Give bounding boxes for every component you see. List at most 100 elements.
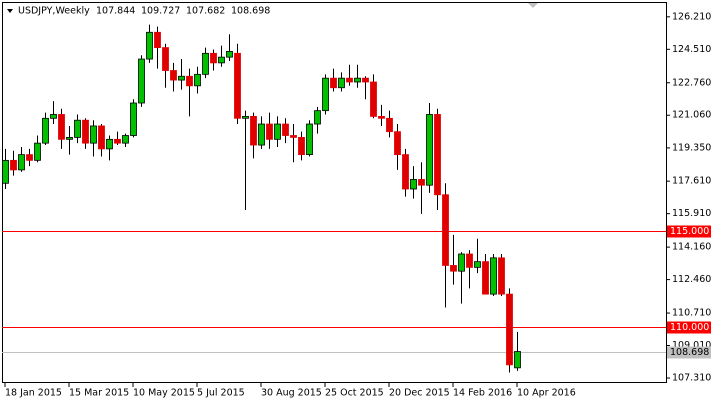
- level-label: 115.000: [670, 226, 709, 237]
- bull-body: [50, 114, 57, 119]
- bull-body: [122, 135, 129, 144]
- bear-body: [402, 154, 409, 190]
- level-label-bg: [667, 346, 711, 359]
- bear-body: [290, 135, 297, 138]
- y-tick-label: 121.060: [672, 110, 711, 121]
- plot-frame: [2, 2, 667, 383]
- bear-body: [386, 117, 393, 133]
- x-tick-label: 25 Oct 2015: [325, 388, 384, 399]
- bull-body: [138, 58, 145, 104]
- bull-body: [90, 125, 97, 144]
- y-tick-label: 109.010: [672, 340, 711, 351]
- bull-body: [106, 138, 113, 150]
- bear-body: [298, 137, 305, 156]
- bear-body: [442, 194, 449, 266]
- bear-body: [10, 159, 17, 171]
- y-tick-label: 119.350: [672, 142, 711, 153]
- y-tick-label: 107.310: [672, 373, 711, 384]
- bear-body: [98, 125, 105, 150]
- bear-body: [114, 138, 121, 144]
- bull-body: [218, 56, 225, 64]
- bear-body: [506, 293, 513, 366]
- header-value: 107.682: [186, 6, 225, 17]
- bull-body: [130, 102, 137, 136]
- bear-body: [498, 257, 505, 295]
- bear-body: [418, 179, 425, 186]
- y-tick-label: 122.760: [672, 77, 711, 88]
- bull-body: [338, 77, 345, 89]
- x-tick-label: 14 Feb 2016: [453, 388, 512, 399]
- y-tick-label: 115.910: [672, 208, 711, 219]
- bull-body: [42, 117, 49, 144]
- bear-body: [250, 115, 257, 146]
- bear-body: [346, 77, 353, 83]
- bear-body: [162, 47, 169, 71]
- bear-body: [330, 77, 337, 89]
- header-value: 109.727: [141, 6, 180, 17]
- level-label-bg: [667, 225, 711, 238]
- bear-body: [26, 154, 33, 161]
- bull-body: [322, 77, 329, 112]
- bull-body: [306, 123, 313, 156]
- bull-body: [258, 123, 265, 146]
- bear-body: [186, 75, 193, 87]
- bull-body: [18, 154, 25, 171]
- bear-body: [170, 70, 177, 81]
- bull-body: [2, 159, 9, 184]
- bull-body: [314, 110, 321, 125]
- bear-body: [394, 131, 401, 156]
- bull-body: [490, 257, 497, 295]
- y-tick-label: 112.460: [672, 274, 711, 285]
- bull-body: [194, 73, 201, 87]
- bull-body: [474, 261, 481, 268]
- x-tick-label: 30 Aug 2015: [261, 388, 322, 399]
- y-tick-label: 126.210: [672, 11, 711, 22]
- x-tick-label: 10 May 2015: [133, 388, 195, 399]
- bear-body: [378, 115, 385, 119]
- x-tick-label: 10 Apr 2016: [517, 388, 576, 399]
- y-tick-label: 124.510: [672, 44, 711, 55]
- bear-body: [266, 123, 273, 140]
- x-tick-label: 20 Dec 2015: [389, 388, 450, 399]
- bull-body: [34, 142, 41, 161]
- level-label: 108.698: [670, 347, 709, 358]
- bear-body: [450, 265, 457, 272]
- header-value: 108.698: [231, 6, 270, 17]
- y-tick-label: 117.610: [672, 176, 711, 187]
- bear-body: [58, 114, 65, 140]
- bull-body: [178, 75, 185, 81]
- bull-body: [426, 114, 433, 186]
- chart-title: USDJPY,Weekly: [18, 6, 90, 17]
- bull-body: [242, 115, 249, 119]
- bull-body: [66, 137, 73, 140]
- bear-body: [362, 77, 369, 83]
- bear-body: [82, 119, 89, 144]
- bull-body: [146, 31, 153, 60]
- bull-body: [354, 77, 361, 83]
- level-label-bg: [667, 321, 711, 334]
- bear-body: [154, 31, 161, 48]
- bull-body: [458, 253, 465, 272]
- header-arrow: [7, 9, 13, 13]
- y-tick-label: 110.710: [672, 308, 711, 319]
- y-tick-label: 114.160: [672, 242, 711, 253]
- bear-body: [434, 114, 441, 196]
- bear-body: [466, 253, 473, 268]
- x-tick-label: 5 Jul 2015: [197, 388, 245, 399]
- bull-body: [202, 52, 209, 75]
- bull-body: [514, 351, 521, 369]
- bear-body: [234, 52, 241, 119]
- bull-body: [274, 123, 281, 140]
- bear-body: [482, 261, 489, 295]
- level-label: 110.000: [670, 322, 709, 333]
- bear-body: [210, 52, 217, 64]
- bear-body: [370, 81, 377, 117]
- x-tick-label: 15 Mar 2015: [69, 388, 129, 399]
- bull-body: [410, 179, 417, 190]
- bear-body: [282, 123, 289, 136]
- shift-marker: [528, 3, 538, 8]
- header-value: 107.844: [96, 6, 135, 17]
- bull-body: [74, 119, 81, 138]
